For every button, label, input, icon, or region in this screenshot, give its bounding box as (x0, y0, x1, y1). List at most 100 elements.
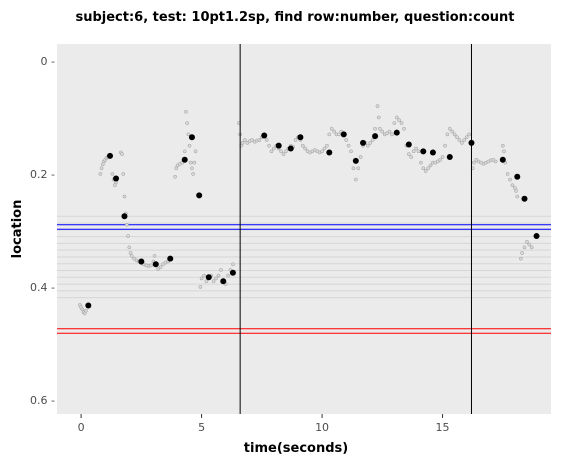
fixation-point (113, 175, 120, 182)
gaze-sample-point (368, 141, 373, 145)
gaze-sample-point (394, 115, 399, 120)
gaze-sample-point (279, 149, 283, 154)
fixation-point (138, 258, 145, 265)
gaze-sample-point (264, 138, 269, 142)
x-axis: 0 5 10 15 (78, 414, 450, 434)
gaze-sample-point (514, 189, 518, 193)
fixation-point (393, 129, 400, 136)
fixation-point (297, 134, 304, 141)
fixation-point (188, 134, 195, 141)
gaze-sample-point (284, 149, 288, 154)
gaze-sample-point (378, 126, 382, 131)
gaze-sample-point (392, 121, 397, 125)
gaze-sample-point (281, 152, 286, 157)
gaze-sample-point (322, 146, 327, 151)
fixation-point (514, 173, 521, 180)
gaze-sample-point (303, 146, 308, 151)
gaze-sample-point (423, 169, 428, 173)
gaze-sample-point (219, 268, 223, 272)
y-tick-label: 0.2 - (30, 168, 55, 181)
gaze-sample-point (349, 149, 353, 154)
gaze-sample-point (190, 166, 194, 171)
x-tick-label: 15 (436, 421, 450, 434)
gaze-sample-point (198, 285, 203, 289)
gaze-sample-point (467, 132, 471, 137)
gaze-sample-point (464, 135, 469, 140)
gaze-sample-point (402, 126, 406, 131)
fixation-point (352, 157, 359, 164)
fixation-point (152, 261, 159, 268)
fixation-point (372, 133, 379, 140)
fixation-point (360, 139, 367, 146)
gaze-sample-point (152, 253, 157, 258)
gaze-sample-point (293, 138, 298, 142)
gaze-sample-point (426, 166, 430, 171)
gaze-sample-point (419, 160, 423, 165)
gaze-sample-point (110, 172, 115, 176)
gaze-sample-point (272, 146, 276, 151)
fixation-point (405, 141, 412, 148)
gaze-sample-point (370, 138, 375, 142)
gaze-sample-point (373, 126, 377, 131)
fixation-point (220, 278, 227, 285)
gaze-sample-point (375, 104, 380, 108)
gaze-sample-point (440, 155, 445, 159)
gaze-sample-point (125, 222, 129, 227)
gaze-sample-point (127, 245, 132, 250)
gaze-sample-point (192, 160, 197, 165)
x-tick-label: 0 (78, 421, 85, 434)
gaze-sample-point (191, 172, 196, 176)
y-tick-label: 0.6 - (30, 394, 55, 407)
gaze-sample-point (447, 126, 452, 131)
gaze-sample-point (376, 115, 381, 120)
gaze-sample-point (337, 132, 341, 137)
gaze-sample-point (98, 172, 103, 176)
gaze-sample-point (500, 143, 505, 148)
gaze-sample-point (438, 157, 443, 162)
y-tick-label: 0 - (41, 55, 55, 68)
x-tick-label: 5 (198, 421, 205, 434)
gaze-sample-point (366, 143, 370, 148)
fixation-point (499, 156, 506, 163)
fixation-point (85, 302, 92, 309)
gaze-sample-point (416, 149, 421, 154)
gaze-sample-point (421, 166, 426, 171)
vertical-markers (239, 44, 472, 414)
fixation-point (181, 156, 188, 163)
gaze-sample-point (129, 253, 134, 258)
fixation-point (261, 132, 268, 139)
gaze-sample-point (329, 126, 334, 131)
fixation-point (340, 131, 347, 138)
gaze-sample-point (414, 146, 418, 151)
gaze-sample-point (231, 262, 235, 267)
y-axis: 0 - 0.2 - 0.4 - 0.6 - (30, 55, 55, 407)
gaze-sample-point (428, 163, 433, 168)
gaze-sample-point (502, 149, 506, 154)
reference-lines (57, 224, 551, 334)
gaze-sample-point (126, 234, 130, 238)
fixation-point (446, 153, 453, 160)
gaze-sample-point (443, 143, 447, 148)
gaze-sample-point (327, 132, 332, 137)
gaze-sample-point (186, 132, 191, 137)
gaze-sample-point (211, 279, 216, 284)
gaze-sample-point (351, 166, 356, 171)
gaze-sample-point (409, 155, 414, 159)
gaze-sample-point (515, 194, 520, 199)
gaze-sample-point (380, 129, 385, 134)
gaze-sample-point (346, 143, 351, 148)
gaze-sample-point (226, 273, 230, 278)
gaze-sample-point (182, 149, 187, 154)
gaze-sample-point (358, 155, 363, 159)
gaze-sample-point (457, 138, 462, 142)
gaze-sample-point (173, 174, 177, 179)
gaze-sample-point (187, 143, 192, 148)
gaze-sample-point (390, 132, 394, 137)
gaze-sample-point (320, 149, 324, 154)
fixation-point (107, 152, 114, 159)
gaze-sample-point (406, 152, 411, 157)
gaze-sample-point (300, 143, 305, 148)
gaze-sample-point (120, 152, 124, 157)
fixation-point (326, 149, 333, 156)
gaze-sample-point (199, 276, 204, 281)
